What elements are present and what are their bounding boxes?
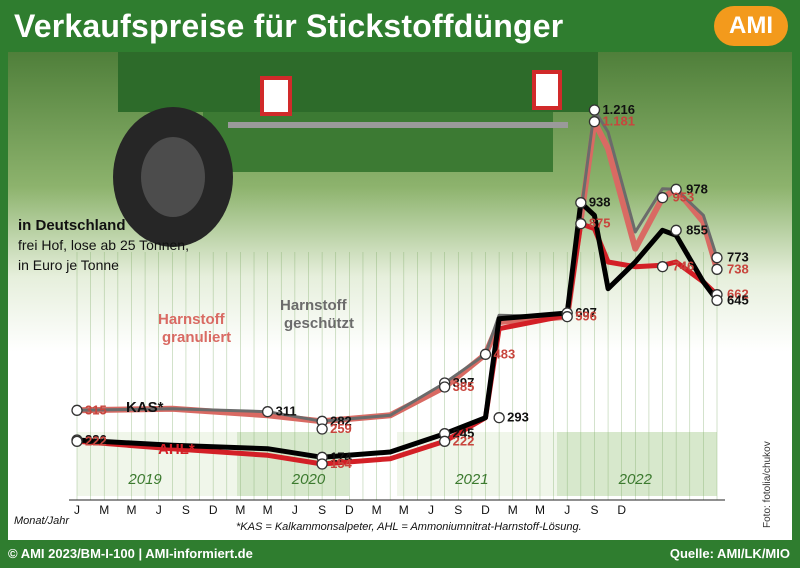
subtitle-line2: frei Hof, lose ab 25 Tonnen,: [18, 237, 189, 253]
data-label: 978: [686, 181, 708, 196]
data-point: [656, 192, 669, 204]
data-label: 293: [507, 410, 529, 425]
month-grid: [76, 252, 718, 500]
subtitle-line3: in Euro je Tonne: [18, 257, 119, 273]
x-tick-label: M: [126, 503, 136, 517]
data-label: 282: [330, 413, 352, 428]
data-point: [493, 412, 505, 424]
data-label: 607: [575, 305, 597, 320]
x-tick-label: M: [99, 503, 109, 517]
x-tick-label: M: [235, 503, 245, 517]
x-tick-label: S: [182, 503, 190, 517]
data-point: [479, 348, 492, 360]
footer-copyright: © AMI 2023/BM-I-100 | AMI-informiert.de: [8, 546, 253, 561]
x-tick-label: J: [156, 503, 162, 517]
x-axis-label: Monat/Jahr: [14, 515, 70, 527]
data-label: 773: [727, 250, 749, 265]
series-label: Harnstoff: [158, 311, 226, 328]
x-tick-label: J: [564, 503, 570, 517]
series-label: KAS*: [126, 399, 164, 416]
data-label: 738: [727, 261, 749, 276]
data-point: [711, 252, 723, 264]
year-label: 2020: [291, 471, 326, 488]
data-label: 746: [673, 259, 695, 274]
x-tick-label: S: [318, 503, 326, 517]
subtitle-line1: in Deutschland: [18, 217, 126, 234]
data-label: 222: [85, 433, 107, 448]
x-tick-label: D: [209, 503, 218, 517]
x-tick-label: M: [372, 503, 382, 517]
data-point: [316, 423, 328, 435]
data-point: [71, 404, 83, 416]
data-label: 483: [494, 346, 516, 361]
data-point: [588, 116, 601, 128]
data-point: [439, 381, 451, 393]
data-label: 174: [330, 449, 352, 464]
x-tick-label: M: [508, 503, 518, 517]
series-line-harnstoff-granuliert: [74, 118, 720, 425]
photo-credit: Foto: fotolia/chukov: [762, 441, 773, 528]
series-label: Harnstoff: [280, 297, 348, 314]
x-tick-label: J: [74, 503, 80, 517]
data-point: [316, 458, 328, 470]
data-point: [588, 104, 601, 116]
year-label: 2021: [454, 471, 488, 488]
data-label: 385: [453, 379, 475, 394]
footnote: *KAS = Kalkammonsalpeter, AHL = Ammonium…: [236, 521, 582, 533]
data-point: [670, 183, 682, 195]
data-label: 1.216: [602, 102, 635, 117]
x-tick-label: D: [345, 503, 354, 517]
data-point: [670, 224, 682, 236]
data-label: 259: [330, 421, 352, 436]
x-tick-label: M: [263, 503, 273, 517]
data-label: 397: [453, 375, 475, 390]
data-point: [261, 406, 274, 418]
data-point: [575, 197, 587, 209]
data-label: 875: [589, 216, 611, 231]
chart-title: Verkaufspreise für Stickstoffdünger: [14, 8, 564, 44]
price-chart: 3152262223112822591741543973852452224832…: [8, 52, 792, 533]
data-point: [71, 435, 83, 447]
x-tick-label: S: [590, 503, 598, 517]
data-label: 315: [85, 402, 107, 417]
x-axis: J M M J S D M M J S D M M J S D M M J S D 2019 2020 2021 2022: [69, 471, 725, 517]
data-point: [561, 311, 573, 323]
data-point: [656, 261, 669, 273]
x-tick-label: M: [399, 503, 409, 517]
data-label: 953: [673, 190, 695, 205]
x-tick-label: J: [428, 503, 434, 517]
series-label: granuliert: [162, 329, 231, 346]
x-tick-label: S: [454, 503, 462, 517]
data-label: 226: [85, 432, 107, 447]
spreader-illustration: [113, 52, 598, 247]
data-label: 154: [330, 456, 352, 471]
data-label: 645: [727, 292, 749, 307]
x-tick-label: D: [617, 503, 626, 517]
data-label: 245: [453, 426, 475, 441]
data-label: 596: [575, 309, 597, 324]
year-label: 2019: [127, 471, 162, 488]
data-label: 311: [276, 404, 297, 419]
x-tick-label: D: [481, 503, 490, 517]
footer-source: Quelle: AMI/LK/MIO: [669, 546, 790, 561]
year-label: 2022: [618, 471, 653, 488]
x-tick-label: J: [292, 503, 298, 517]
data-point: [711, 294, 723, 306]
data-point: [711, 263, 723, 275]
data-label: 855: [686, 222, 708, 237]
data-label: 1.181: [602, 114, 635, 129]
chart-panel: 315 226 222 311 282 259 174 154 397 385 245 222 483 2…: [8, 52, 792, 540]
ami-logo: AMI: [714, 6, 788, 46]
x-tick-label: M: [535, 503, 545, 517]
data-label: 662: [727, 287, 749, 302]
data-point: [439, 435, 451, 447]
data-point: [575, 218, 587, 230]
series-label: AHL*: [158, 441, 195, 458]
series-label: geschützt: [284, 315, 354, 332]
data-label-layer: 3152262223112822591741543973852452224832…: [71, 102, 749, 471]
data-label: 222: [453, 433, 475, 448]
data-label: 938: [589, 195, 611, 210]
